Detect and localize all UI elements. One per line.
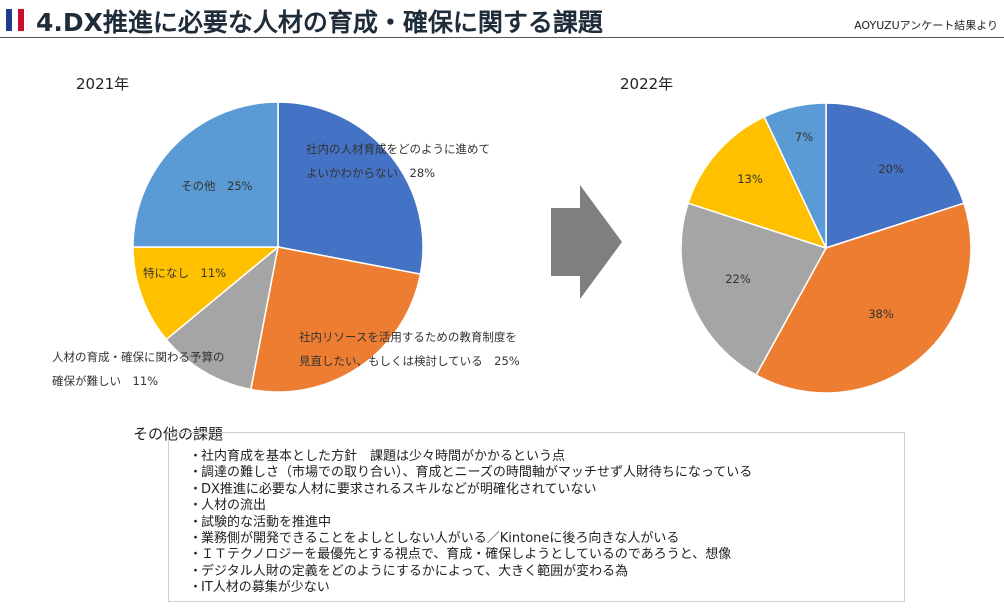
bullet-icon: ・	[189, 449, 203, 464]
other-issue-text: IT人材の募集が少ない	[201, 580, 330, 596]
other-issue-text: 業務側が開発できることをよしとしない人がいる／Kintoneに後ろ向きな人がいる	[201, 531, 680, 547]
pie-slice	[132, 246, 281, 341]
other-issue-item: ・IT人材の募集が少ない	[189, 580, 752, 596]
bullet-icon: ・	[189, 498, 203, 514]
pie-slice	[687, 115, 828, 250]
bullet-icon: ・	[189, 481, 203, 497]
other-issues-box: ・社内育成を基本とした方針 課題は少々時間がかかるという点 ・調達の難しさ（市場で…	[168, 432, 905, 602]
other-issue-item: ・業務側が開発できることをよしとしない人がいる／Kintoneに後ろ向きな人がい…	[189, 531, 752, 547]
slice-label: 社内の人材育成をどのように進めて	[306, 142, 490, 156]
pie-slice	[825, 102, 965, 250]
flag-stripe-blue	[6, 9, 12, 31]
pie-chart-2022: 20% 38% 22% 13% 7%	[680, 102, 972, 394]
other-issue-text: DX推進に必要な人材に要求されるスキルなどが明確化されていない	[201, 481, 597, 497]
chart-title-2022: 2022年	[620, 75, 674, 93]
other-issue-text: デジタル人財の定義をどのようにするかによって、大きく範囲が変わる為	[201, 563, 629, 579]
other-issue-text: 試験的な活動を推進中	[201, 514, 332, 530]
other-issue-item: ・試験的な活動を推進中	[189, 515, 752, 531]
slice-label: 確保が難しい 11%	[52, 374, 158, 388]
pie-slice	[680, 202, 828, 377]
bullet-icon: ・	[189, 563, 203, 579]
pie-slice	[165, 245, 280, 391]
bullet-icon: ・	[189, 465, 203, 481]
other-issue-item: ・ＩＴテクノロジーを最優先とする視点で、育成・確保しようとしているのであろうと、…	[189, 547, 752, 563]
header-subtitle: AOYUZUアンケート結果より	[854, 19, 998, 32]
flag-stripe-white	[12, 9, 18, 31]
bullet-icon: ・	[189, 514, 203, 530]
slice-label: 20%	[878, 162, 904, 176]
pie-slice	[763, 102, 827, 249]
slice-label: よいかわからない 28%	[306, 166, 435, 180]
slice-label: 7%	[795, 130, 813, 144]
header-divider	[0, 37, 1004, 38]
other-issues-title: その他の課題	[133, 425, 224, 443]
slice-label: 社内リソースを活用するための教育制度を	[299, 330, 517, 344]
other-issue-item: ・デジタル人財の定義をどのようにするかによって、大きく範囲が変わる為	[189, 564, 752, 580]
slice-label: その他 25%	[181, 179, 253, 193]
pie-slice	[132, 101, 279, 248]
chart-title-2021: 2021年	[76, 75, 130, 93]
other-issue-text: 人材の流出	[201, 498, 267, 514]
page-title: 4.DX推進に必要な人材の育成・確保に関する課題	[36, 8, 603, 37]
pie-slice	[277, 101, 424, 276]
other-issue-item: ・人材の流出	[189, 498, 752, 514]
bullet-icon: ・	[189, 531, 203, 547]
slice-label: 見直したい、もしくは検討している 25%	[299, 354, 520, 368]
header-bar: 4.DX推進に必要な人材の育成・確保に関する課題 AOYUZUアンケート結果より	[0, 0, 1004, 40]
other-issues-list: ・社内育成を基本とした方針 課題は少々時間がかかるという点 ・調達の難しさ（市場で…	[189, 449, 752, 597]
other-issue-text: 社内育成を基本とした方針 課題は少々時間がかかるという点	[201, 449, 566, 464]
pie-slice	[755, 202, 972, 394]
slice-label: 13%	[737, 172, 763, 186]
slice-label: 38%	[868, 307, 894, 321]
slice-label: 22%	[725, 272, 751, 286]
bullet-icon: ・	[189, 580, 203, 596]
slice-label: 人材の育成・確保に関わる予算の	[52, 350, 225, 364]
other-issue-item: ・調達の難しさ（市場での取り合い）、育成とニーズの時間軸がマッチせず人財待ちにな…	[189, 465, 752, 481]
other-issue-item: ・社内育成を基本とした方針 課題は少々時間がかかるという点	[189, 449, 752, 465]
other-issue-text: ＩＴテクノロジーを最優先とする視点で、育成・確保しようとしているのであろうと、想…	[201, 547, 732, 563]
flag-stripe-red	[18, 9, 24, 31]
flag-icon	[6, 9, 24, 31]
right-arrow-icon	[551, 185, 622, 299]
slice-label: 特になし 11%	[143, 266, 226, 280]
other-issue-text: 調達の難しさ（市場での取り合い）、育成とニーズの時間軸がマッチせず人財待ちになっ…	[201, 465, 753, 481]
pie-slice	[249, 246, 422, 393]
bullet-icon: ・	[189, 547, 203, 563]
other-issue-item: ・DX推進に必要な人材に要求されるスキルなどが明確化されていない	[189, 482, 752, 498]
